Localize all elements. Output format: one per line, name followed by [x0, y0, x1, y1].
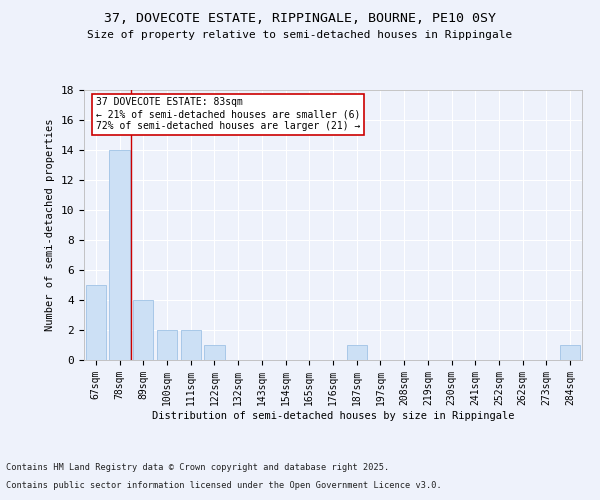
Text: Size of property relative to semi-detached houses in Rippingale: Size of property relative to semi-detach… — [88, 30, 512, 40]
Text: Contains public sector information licensed under the Open Government Licence v3: Contains public sector information licen… — [6, 481, 442, 490]
Text: 37 DOVECOTE ESTATE: 83sqm
← 21% of semi-detached houses are smaller (6)
72% of s: 37 DOVECOTE ESTATE: 83sqm ← 21% of semi-… — [96, 98, 361, 130]
Bar — [86, 285, 106, 360]
Text: Contains HM Land Registry data © Crown copyright and database right 2025.: Contains HM Land Registry data © Crown c… — [6, 464, 389, 472]
Bar — [205, 345, 224, 360]
Bar — [133, 300, 154, 360]
Bar — [181, 330, 201, 360]
X-axis label: Distribution of semi-detached houses by size in Rippingale: Distribution of semi-detached houses by … — [152, 410, 514, 420]
Y-axis label: Number of semi-detached properties: Number of semi-detached properties — [45, 118, 55, 331]
Text: 37, DOVECOTE ESTATE, RIPPINGALE, BOURNE, PE10 0SY: 37, DOVECOTE ESTATE, RIPPINGALE, BOURNE,… — [104, 12, 496, 26]
Bar — [109, 150, 130, 360]
Bar — [560, 345, 580, 360]
Bar — [157, 330, 177, 360]
Bar — [347, 345, 367, 360]
